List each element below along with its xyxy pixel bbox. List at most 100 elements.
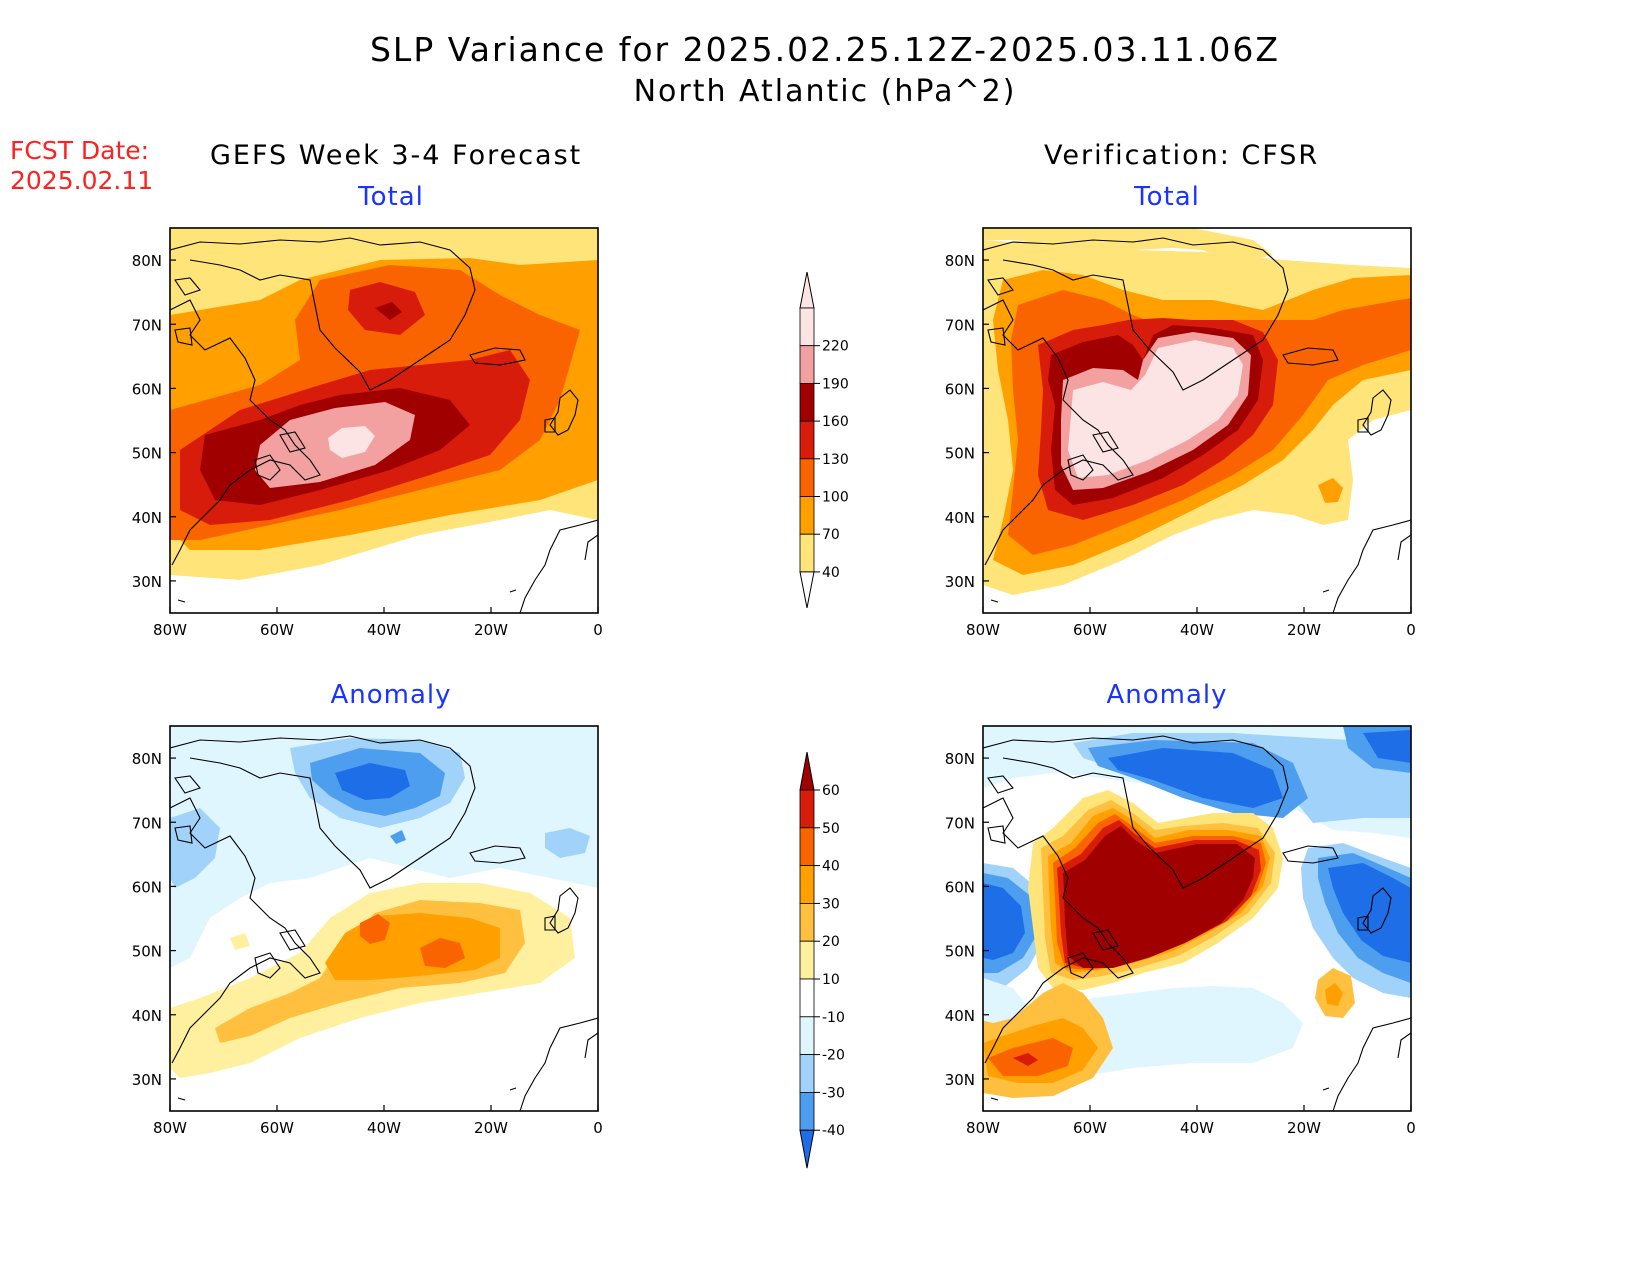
colorbar-label: 20 xyxy=(822,934,840,950)
colorbar-swatches xyxy=(799,752,815,1169)
lat-label: 70N xyxy=(945,814,975,832)
lon-label: 40W xyxy=(1180,621,1214,639)
coastlines xyxy=(983,237,1411,613)
contour-field xyxy=(983,228,1411,613)
lat-label: 70N xyxy=(132,814,162,832)
forecast-date-label: FCST Date: xyxy=(10,136,150,165)
lat-label: 60N xyxy=(945,878,975,896)
lat-label: 50N xyxy=(132,943,162,961)
lon-label: 0 xyxy=(593,1119,603,1137)
colorbar-bottom-arrow xyxy=(799,1129,815,1169)
colorbar-label: 220 xyxy=(822,339,849,355)
lon-label: 20W xyxy=(1287,621,1321,639)
map-verification-total: 80N 70N 60N 50N 40N 30N 80W 60W 40W 20W 0 xyxy=(945,227,1416,639)
lat-label: 40N xyxy=(132,509,162,527)
colorbar-label: 50 xyxy=(822,821,840,837)
lon-label: 60W xyxy=(1073,1119,1107,1137)
lon-label: 40W xyxy=(367,1119,401,1137)
colorbar-swatch xyxy=(799,827,815,867)
lat-label: 80N xyxy=(945,750,975,768)
lat-label: 30N xyxy=(945,1071,975,1089)
map-verification-anomaly: 80N 70N 60N 50N 40N 30N 80W 60W 40W 20W 0 xyxy=(945,725,1416,1137)
lon-label: 80W xyxy=(966,1119,1000,1137)
lon-label: 0 xyxy=(1406,621,1416,639)
lon-axis: 80W 60W 40W 20W 0 xyxy=(153,1105,603,1137)
lat-label: 30N xyxy=(945,573,975,591)
coastlines xyxy=(170,237,598,613)
colorbar-label: 160 xyxy=(822,414,849,430)
colorbar-label: 130 xyxy=(822,452,849,468)
colorbar-label: -20 xyxy=(822,1048,845,1064)
main-title: SLP Variance for 2025.02.25.12Z-2025.03.… xyxy=(369,30,1281,69)
colorbar-swatch xyxy=(799,420,815,460)
colorbar-total: 220 190 160 130 100 70 40 xyxy=(799,272,849,608)
lon-axis: 80W 60W 40W 20W 0 xyxy=(966,1105,1416,1137)
forecast-date: FCST Date: 2025.02.11 xyxy=(10,136,153,196)
contour-field xyxy=(170,228,598,613)
lat-axis: 80N 70N 60N 50N 40N 30N xyxy=(945,750,989,1089)
lat-label: 40N xyxy=(945,509,975,527)
colorbar-top-arrow xyxy=(799,272,815,309)
colorbar-labels: 220 190 160 130 100 70 40 xyxy=(814,339,849,581)
lon-label: 0 xyxy=(593,621,603,639)
lon-label: 80W xyxy=(153,1119,187,1137)
lat-label: 60N xyxy=(132,878,162,896)
lat-label: 80N xyxy=(132,750,162,768)
panel-label-verification-anomaly: Anomaly xyxy=(1106,680,1228,710)
lat-axis: 80N 70N 60N 50N 40N 30N xyxy=(132,252,176,591)
lat-label: 80N xyxy=(132,252,162,270)
lon-label: 80W xyxy=(966,621,1000,639)
colorbar-swatch xyxy=(799,940,815,980)
coastlines xyxy=(983,735,1411,1111)
colorbar-label: -40 xyxy=(822,1123,845,1139)
colorbar-swatch xyxy=(799,1054,815,1093)
colorbar-label: 70 xyxy=(822,527,840,543)
colorbar-label: 40 xyxy=(822,565,840,581)
column-title-verification: Verification: CFSR xyxy=(1044,140,1320,171)
colorbar-swatch xyxy=(799,307,815,347)
colorbar-labels: 60 50 40 30 20 10 -10 -20 -30 -40 xyxy=(814,783,845,1139)
colorbar-swatch xyxy=(799,1091,815,1131)
lat-label: 50N xyxy=(132,445,162,463)
lon-label: 60W xyxy=(260,1119,294,1137)
lat-label: 50N xyxy=(945,445,975,463)
coastlines xyxy=(170,735,598,1111)
colorbar-label: 190 xyxy=(822,376,849,392)
lat-axis: 80N 70N 60N 50N 40N 30N xyxy=(132,750,176,1089)
lat-label: 50N xyxy=(945,943,975,961)
column-title-forecast: GEFS Week 3-4 Forecast xyxy=(210,140,583,171)
colorbar-swatch xyxy=(799,533,815,573)
colorbar-label: 100 xyxy=(822,490,849,506)
colorbar-anomaly: 60 50 40 30 20 10 -10 -20 -30 -40 xyxy=(799,752,845,1169)
lon-label: 80W xyxy=(153,621,187,639)
colorbar-label: 10 xyxy=(822,972,840,988)
colorbar-swatch xyxy=(799,496,815,535)
lat-label: 70N xyxy=(132,316,162,334)
lon-label: 60W xyxy=(260,621,294,639)
colorbar-bottom-arrow xyxy=(799,571,815,608)
lon-axis: 80W 60W 40W 20W 0 xyxy=(966,607,1416,639)
colorbar-swatch xyxy=(799,978,815,1018)
lat-label: 30N xyxy=(132,573,162,591)
colorbar-swatch xyxy=(799,1016,815,1055)
colorbar-swatch xyxy=(799,865,815,904)
map-forecast-anomaly: 80N 70N 60N 50N 40N 30N 80W 60W 40W 20W 0 xyxy=(132,725,603,1137)
forecast-date-value: 2025.02.11 xyxy=(10,166,154,195)
colorbar-label: -10 xyxy=(822,1010,845,1026)
lon-label: 0 xyxy=(1406,1119,1416,1137)
lat-label: 80N xyxy=(945,252,975,270)
lon-axis: 80W 60W 40W 20W 0 xyxy=(153,607,603,639)
lon-label: 20W xyxy=(474,621,508,639)
lat-label: 60N xyxy=(132,380,162,398)
colorbar-label: 30 xyxy=(822,896,840,912)
colorbar-swatch xyxy=(799,383,815,422)
colorbar-label: -30 xyxy=(822,1085,845,1101)
colorbar-swatch xyxy=(799,458,815,497)
lat-label: 60N xyxy=(945,380,975,398)
lat-label: 40N xyxy=(132,1007,162,1025)
contour-field xyxy=(983,726,1411,1111)
lon-label: 20W xyxy=(474,1119,508,1137)
map-forecast-total: 80N 70N 60N 50N 40N 30N 80W 60W 40W 20W 0 xyxy=(132,227,603,639)
lon-label: 60W xyxy=(1073,621,1107,639)
colorbar-label: 60 xyxy=(822,783,840,799)
